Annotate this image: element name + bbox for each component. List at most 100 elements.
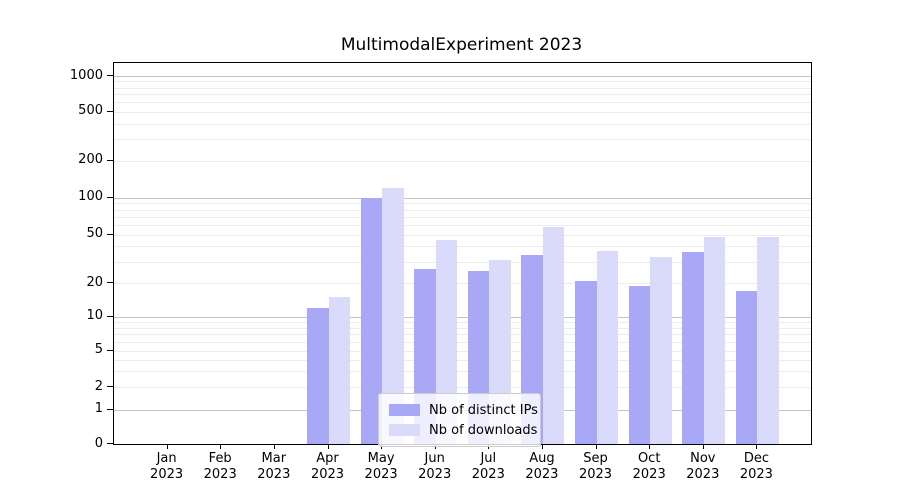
x-tick-label: Jan 2023	[137, 451, 197, 483]
bar-downloads-may	[382, 187, 404, 444]
x-tick-year: 2023	[739, 467, 773, 482]
y-axis-tick	[107, 233, 113, 235]
y-tick-label: 1000	[69, 67, 103, 83]
bar-ips-dec	[735, 291, 758, 444]
gridline-minor	[114, 350, 811, 352]
gridline-minor	[114, 341, 811, 343]
gridline-minor	[114, 234, 811, 236]
x-tick-month: Apr	[316, 451, 339, 466]
gridline-minor	[114, 371, 811, 372]
y-tick-label: 0	[94, 435, 103, 451]
y-tick-label: 10	[86, 308, 103, 324]
gridline-major	[114, 197, 811, 199]
bar-ips-nov	[682, 252, 704, 444]
x-tick-month: Jun	[424, 451, 445, 466]
y-axis-tick	[107, 75, 113, 76]
bar-downloads-aug	[542, 226, 565, 444]
bar-ips-oct	[628, 285, 651, 444]
x-tick-year: 2023	[525, 467, 559, 482]
y-tick-label: 50	[86, 226, 103, 242]
x-tick-label: Mar 2023	[244, 451, 304, 483]
y-axis-tick	[107, 386, 113, 388]
gridline-minor	[114, 327, 811, 329]
x-tick-label: Nov 2023	[673, 451, 733, 483]
y-tick-label: 1	[94, 401, 103, 417]
gridline-minor	[114, 261, 811, 263]
x-tick-label: Oct 2023	[619, 451, 679, 483]
gridline-minor	[114, 283, 811, 285]
x-axis-tick	[166, 444, 168, 449]
gridline-minor	[114, 94, 811, 96]
x-tick-month: Sep	[583, 451, 608, 466]
gridline-minor	[114, 111, 811, 113]
bar-ips-apr	[307, 307, 329, 444]
y-axis-tick	[107, 196, 113, 198]
x-tick-year: 2023	[150, 467, 184, 482]
x-tick-year: 2023	[418, 467, 452, 482]
x-axis-tick	[541, 444, 543, 449]
gridline-minor	[114, 209, 811, 211]
x-tick-month: Jul	[480, 451, 497, 466]
x-tick-label: Sep 2023	[566, 451, 626, 483]
y-axis-tick	[107, 282, 113, 284]
x-tick-label: Feb 2023	[190, 451, 250, 483]
y-axis-tick	[107, 110, 113, 112]
y-tick-label: 200	[78, 152, 103, 168]
gridline-minor	[114, 139, 811, 141]
bar-downloads-apr	[328, 297, 350, 444]
x-tick-year: 2023	[203, 467, 237, 482]
legend-label-downloads: Nb of downloads	[429, 422, 538, 438]
y-tick-label: 5	[94, 342, 103, 357]
gridline-minor	[114, 81, 811, 83]
legend-row-downloads: Nb of downloads	[389, 420, 540, 440]
x-axis-tick	[756, 444, 758, 449]
x-axis-tick	[595, 444, 597, 449]
y-axis-tick	[107, 408, 113, 410]
legend-swatch-downloads	[389, 424, 420, 436]
gridline-minor	[114, 123, 811, 125]
x-tick-label: Dec 2023	[726, 451, 786, 483]
x-tick-month: Mar	[261, 451, 287, 466]
bar-ips-may	[360, 197, 383, 444]
x-tick-month: Dec	[743, 451, 769, 466]
gridline-major	[114, 316, 811, 318]
x-axis-tick	[327, 444, 329, 449]
bar-downloads-dec	[757, 236, 779, 444]
legend: Nb of distinct IPs Nb of downloads	[378, 393, 541, 447]
x-tick-label: Jul 2023	[458, 451, 518, 483]
x-tick-month: Aug	[529, 451, 555, 466]
gridline-minor	[114, 102, 811, 104]
gridline-minor	[114, 359, 811, 361]
x-tick-year: 2023	[578, 467, 613, 482]
gridline-minor	[114, 321, 811, 323]
x-tick-year: 2023	[632, 467, 666, 482]
bar-downloads-oct	[650, 256, 672, 444]
x-tick-year: 2023	[686, 467, 720, 482]
chart-title: MultimodalExperiment 2023	[340, 35, 583, 55]
gridline-major	[114, 76, 811, 77]
y-tick-label: 100	[78, 189, 103, 205]
legend-swatch-distinct-ips	[389, 404, 420, 416]
x-axis-tick	[702, 444, 704, 449]
bar-downloads-sep	[596, 250, 618, 444]
y-axis-tick	[107, 443, 113, 444]
gridline-minor	[114, 160, 811, 162]
x-tick-year: 2023	[310, 467, 345, 482]
legend-label-distinct-ips: Nb of distinct IPs	[429, 402, 538, 418]
bar-downloads-nov	[703, 236, 726, 444]
x-tick-label: May 2023	[351, 451, 411, 483]
y-tick-label: 20	[86, 274, 103, 290]
gridline-minor	[114, 224, 811, 226]
x-axis-tick	[649, 444, 651, 449]
x-tick-label: Apr 2023	[298, 451, 358, 483]
x-tick-month: Nov	[690, 451, 716, 466]
y-axis-tick	[107, 315, 113, 317]
x-axis-tick	[273, 444, 275, 449]
x-axis-tick	[220, 444, 222, 449]
y-axis-tick	[107, 159, 113, 161]
legend-row-distinct-ips: Nb of distinct IPs	[389, 400, 540, 420]
y-tick-label: 500	[78, 103, 103, 119]
gridline-minor	[114, 203, 811, 205]
x-tick-month: Jan	[156, 451, 177, 466]
